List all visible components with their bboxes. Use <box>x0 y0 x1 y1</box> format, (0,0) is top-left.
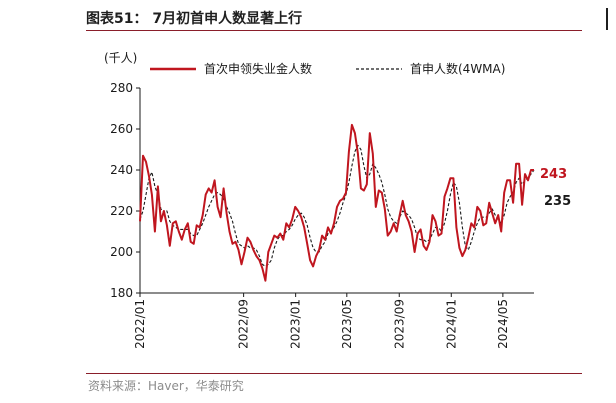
annotation-latest-claims: 243 <box>540 167 567 182</box>
x-tick-label: 2024/05 <box>496 299 510 349</box>
annotation-latest-wma: 235 <box>544 194 571 209</box>
legend-label-initial-claims: 首次申领失业金人数 <box>204 61 312 76</box>
y-axis-ticks: 180 200 220 240 260 280 <box>110 81 140 300</box>
x-tick-label: 2023/01 <box>289 299 303 349</box>
series-line-initial-claims <box>139 123 534 282</box>
x-tick-label: 2023/05 <box>340 299 354 349</box>
x-tick-label: 2024/01 <box>444 299 458 349</box>
y-tick-label: 220 <box>110 204 133 218</box>
x-tick-label: 2023/09 <box>392 299 406 349</box>
figure-title: 图表51： 7月初首申人数显著上行 <box>86 11 303 27</box>
y-tick-label: 200 <box>110 245 133 259</box>
unit-label: (千人) <box>104 51 137 65</box>
x-tick-label: 2022/09 <box>237 299 251 349</box>
legend: 首次申领失业金人数 首申人数(4WMA) <box>150 61 505 76</box>
source-note: 资料来源：Haver，华泰研究 <box>88 379 244 393</box>
x-axis-ticks: 2022/01 2022/09 2023/01 2023/05 2023/09 2024/… <box>133 293 510 349</box>
footer-divider <box>86 373 582 374</box>
y-tick-label: 240 <box>110 163 133 177</box>
title-divider <box>86 30 582 31</box>
y-tick-label: 280 <box>110 81 133 95</box>
series-line-wma <box>139 144 535 267</box>
end-value-annotations: 243 235 <box>540 167 571 209</box>
adjacent-panel-edge <box>606 8 616 30</box>
series-layer <box>139 123 535 282</box>
legend-label-wma: 首申人数(4WMA) <box>410 61 505 76</box>
y-tick-label: 180 <box>110 286 133 300</box>
x-tick-label: 2022/01 <box>133 299 147 349</box>
y-tick-label: 260 <box>110 122 133 136</box>
